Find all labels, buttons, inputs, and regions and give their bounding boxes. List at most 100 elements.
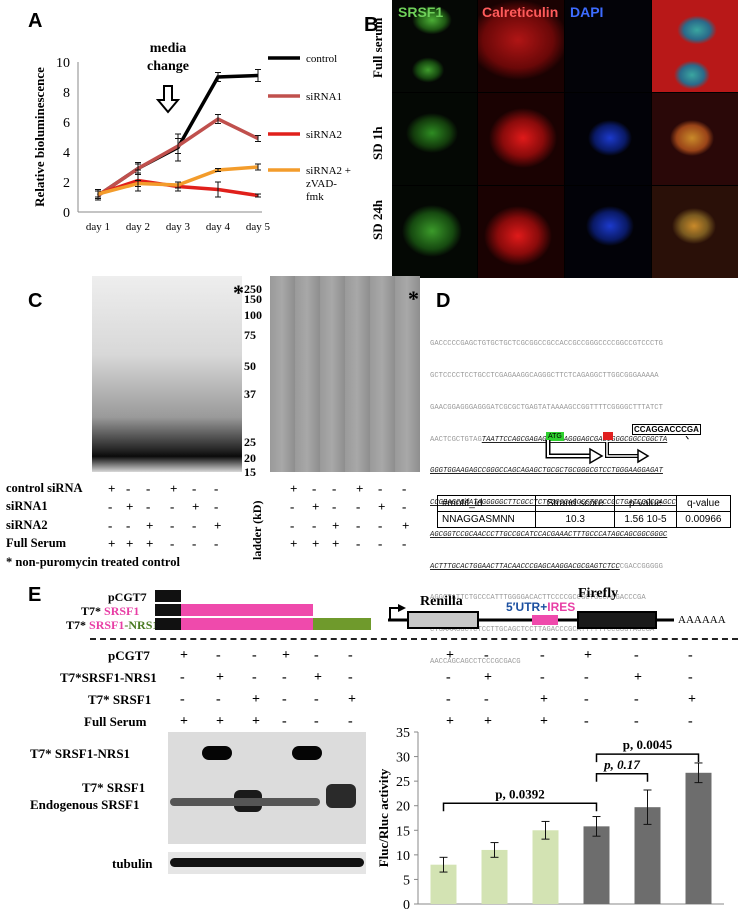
condition-mark: - [290, 518, 295, 533]
merge-sd-1h [652, 93, 738, 185]
condition-mark: + [378, 499, 386, 514]
panel-e-label: E [28, 584, 42, 606]
y-tick-label: 6 [63, 116, 70, 131]
condition-label: siRNA1 [6, 499, 48, 513]
srsf1-block [181, 604, 313, 616]
puromycin-blot-right [270, 276, 420, 472]
puromycin-blot-left [92, 276, 242, 472]
condition-mark: + [126, 536, 134, 551]
orientation-arrows [540, 436, 690, 465]
panel-b-label: B [364, 14, 379, 36]
condition-mark: + [192, 499, 200, 514]
y-tick-label: 30 [396, 751, 410, 766]
dapi-full-serum [565, 0, 651, 92]
ladder-mark: 20 [244, 451, 256, 465]
e-condition-mark: + [180, 648, 188, 663]
p-value-label: p, 0.0045 [623, 737, 673, 752]
e-condition-mark: - [180, 692, 185, 707]
condition-mark: + [146, 518, 154, 533]
condition-mark: - [290, 499, 295, 514]
bar [481, 849, 508, 904]
srsf1-sd-24h [392, 186, 477, 278]
star-right: * [408, 286, 419, 311]
x-tick-label: day 3 [166, 221, 191, 233]
e-reporter-mark: - [540, 648, 545, 663]
condition-label: siRNA2 [6, 518, 48, 532]
condition-mark: + [402, 518, 410, 533]
condition-mark: + [312, 536, 320, 551]
e-reporter-mark: - [484, 648, 489, 663]
condition-mark: + [332, 518, 340, 533]
bar [532, 830, 559, 904]
construct-nrs1-name: -NRS1 [124, 618, 159, 632]
y-tick-label: 4 [63, 146, 70, 161]
e-reporter-mark: - [634, 648, 639, 663]
condition-mark: - [402, 481, 407, 496]
calreticulin-full-serum [478, 0, 564, 92]
condition-mark: - [214, 481, 219, 496]
band-nrs1-lane5 [292, 746, 322, 760]
seq-line-5: GGGTGGAAGAGCCGGGCCAGCAGAGCTGCGCTGCGGGCGT… [430, 467, 663, 476]
row-label-sd-24h: SD 24h [370, 199, 385, 240]
y-tick-label: 0 [403, 898, 410, 913]
td-q: 0.00966 [675, 511, 732, 528]
significance-bracket [442, 802, 598, 812]
blot-label-nrs1: T7* SRSF1-NRS1 [30, 746, 131, 761]
e-reporter-mark: + [584, 648, 592, 663]
condition-mark: - [402, 536, 407, 551]
construct-srsf1: T7* SRSF1 [81, 604, 140, 618]
e-condition-label: Full Serum [84, 714, 147, 729]
condition-mark: + [126, 499, 134, 514]
y-tick-label: 20 [396, 800, 410, 815]
ladder-mark: 37 [244, 387, 256, 401]
condition-mark: - [312, 518, 317, 533]
condition-label: control siRNA [6, 481, 83, 495]
construct-pcgt7: pCGT7 [108, 590, 147, 604]
condition-mark: - [192, 518, 197, 533]
t7-block-2 [155, 604, 181, 616]
condition-mark: - [170, 499, 175, 514]
nrs1-block [313, 618, 371, 630]
e-reporter-mark: - [634, 714, 639, 729]
td-strand: 10.3 [535, 511, 616, 528]
condition-mark: - [378, 536, 383, 551]
e-reporter-mark: - [584, 714, 589, 729]
e-condition-mark: - [314, 648, 319, 663]
legend-label: fmk [306, 191, 324, 203]
promoter-sequence: GACCCCCGAGCTGTGCTGCTCGCGGCCGCCACCGCCGGGC… [430, 318, 730, 678]
e-reporter-mark: + [484, 714, 492, 729]
micrograph-grid: SRSF1 Calreticulin DAPI [392, 0, 738, 278]
ladder-axis-label: ladder (kD) [250, 500, 264, 560]
e-condition-label: pCGT7 [108, 648, 150, 663]
ladder-mark: 100 [244, 308, 262, 322]
fluc-rluc-bar-chart: 0 5 10 15 20 25 30 35 Fluc/Rluc activity p, 0.039… [376, 726, 724, 913]
condition-mark: + [332, 536, 340, 551]
utr-label: 5′UTR+ [506, 600, 548, 614]
e-condition-mark: + [216, 670, 224, 685]
e-condition-mark: - [180, 670, 185, 685]
e-condition-mark: - [252, 648, 257, 663]
e-condition-mark: + [314, 670, 322, 685]
ladder-mark: 50 [244, 359, 256, 373]
condition-mark: + [108, 536, 116, 551]
e-reporter-mark: - [634, 692, 639, 707]
y-tick-label: 5 [403, 873, 410, 888]
srsf1-sd-1h [392, 93, 477, 185]
y-tick-label: 8 [63, 86, 70, 101]
e-reporter-mark: + [688, 692, 696, 707]
dapi-sd-24h [565, 186, 651, 278]
e-condition-mark: - [314, 714, 319, 729]
e-reporter-mark: - [688, 648, 693, 663]
y-tick-label: 10 [56, 56, 70, 71]
ires-label: IRES [547, 600, 576, 614]
seq-line-8a: ACTTTGCACTGGAACTTACAACCCGAGCAAGGACGCGAGT… [430, 562, 620, 571]
ladder-mark: 250 [244, 282, 262, 296]
media-change-label-2: change [147, 59, 189, 74]
divider-dashed [90, 638, 738, 640]
y-tick-label: 0 [63, 206, 70, 221]
row-label-sd-1h: SD 1h [370, 126, 385, 160]
e-reporter-mark: + [540, 692, 548, 707]
condition-mark: + [214, 518, 222, 533]
calreticulin-sd-24h [478, 186, 564, 278]
row-label-full-serum: Full serum [370, 17, 385, 78]
